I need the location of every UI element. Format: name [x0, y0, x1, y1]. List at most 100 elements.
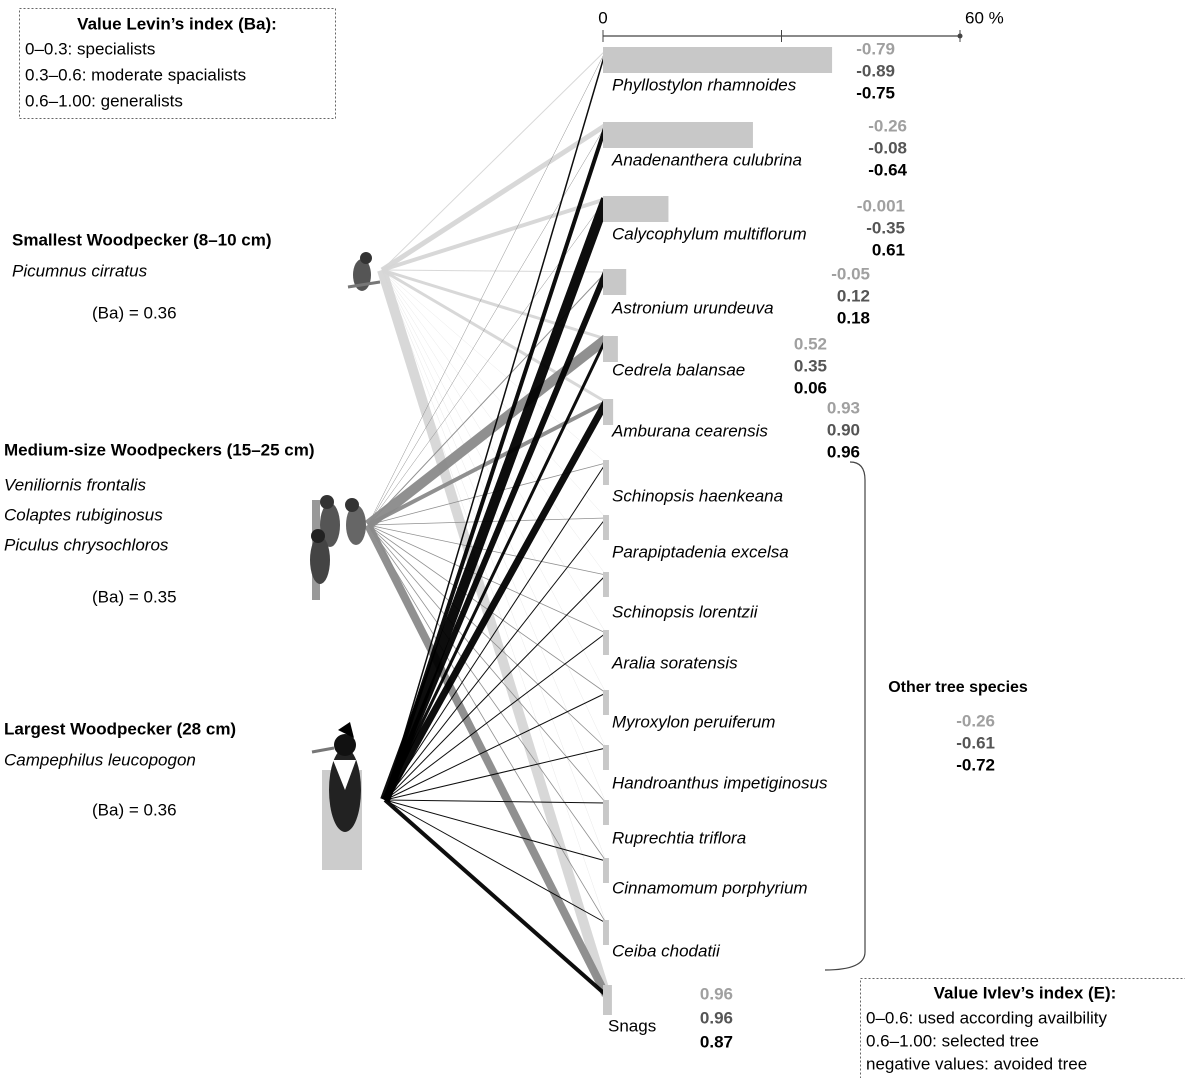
main: Value Levin’s index (Ba): 0–0.3: speciali… — [4, 8, 1116, 1073]
tree-name: Ruprechtia triflora — [612, 828, 746, 847]
link — [384, 799, 607, 804]
bar — [603, 460, 609, 485]
tree-name: Anadenanthera culubrina — [611, 150, 802, 169]
bar — [603, 515, 609, 540]
link — [367, 524, 607, 924]
tick-label: 0 — [598, 8, 607, 27]
link — [380, 197, 611, 802]
link — [381, 49, 607, 271]
link — [383, 798, 608, 997]
ivlev-value: -0.61 — [956, 733, 995, 752]
link — [364, 523, 610, 997]
bar — [603, 399, 614, 425]
ivlev-value: -0.001 — [857, 196, 905, 215]
ivlev-value: -0.26 — [868, 116, 907, 135]
tree-name: Snags — [608, 1016, 656, 1035]
tree-name: Aralia soratensis — [611, 653, 738, 672]
link — [383, 338, 608, 801]
ivlev-value: 0.87 — [700, 1032, 733, 1051]
link — [384, 799, 607, 862]
legend-line: negative values: avoided tree — [866, 1054, 1087, 1073]
ivlev-value: -0.72 — [956, 755, 995, 774]
ivlev-value: 0.93 — [827, 398, 860, 417]
link — [384, 517, 607, 801]
link — [381, 269, 607, 862]
link — [381, 269, 607, 519]
tree-name: Cinnamomum porphyrium — [612, 878, 808, 897]
link — [384, 799, 607, 924]
tick-label: 60 % — [965, 8, 1004, 27]
tree-name: Cedrela balansae — [612, 360, 745, 379]
bar — [603, 745, 609, 770]
link — [384, 632, 607, 801]
legend-line: 0.6–1.00: generalists — [25, 91, 183, 110]
ivlev-value: -0.26 — [956, 711, 995, 730]
ivlev-value: 0.96 — [700, 1008, 733, 1027]
bar — [603, 122, 753, 148]
woodpecker-heading: Smallest Woodpecker (8–10 cm) — [12, 230, 272, 249]
species-name: Veniliornis frontalis — [4, 475, 147, 494]
link — [364, 335, 610, 529]
ivlev-value: -0.35 — [866, 218, 905, 237]
legend-line: 0–0.6: used according availbility — [866, 1008, 1107, 1027]
link — [367, 524, 607, 694]
tree-name: Myroxylon peruiferum — [612, 712, 775, 731]
tree-name: Ceiba chodatii — [612, 941, 721, 960]
ivlev-value: 0.35 — [794, 356, 827, 375]
ivlev-value: 0.90 — [827, 420, 860, 439]
ivlev-legend-box — [860, 978, 1185, 1078]
link — [381, 269, 607, 694]
bird-small — [347, 252, 381, 291]
link — [377, 268, 611, 997]
tree-name: Phyllostylon rhamnoides — [612, 75, 797, 94]
bar — [603, 800, 609, 825]
ivlev-value: -0.79 — [856, 39, 895, 58]
link — [384, 462, 607, 801]
bar — [603, 47, 833, 73]
species-name: Campephilus leucopogon — [4, 750, 196, 769]
tree-name: Calycophylum multiflorum — [612, 224, 807, 243]
bird-large — [311, 722, 362, 870]
legend-line: 0.6–1.00: selected tree — [866, 1031, 1039, 1050]
legend-line: 0–0.3: specialists — [25, 39, 155, 58]
link — [381, 400, 610, 802]
species-name: Colaptes rubiginosus — [4, 505, 163, 524]
link — [381, 268, 607, 404]
link — [384, 574, 607, 801]
tree-name: Parapiptadenia excelsa — [612, 542, 789, 561]
link — [367, 524, 607, 862]
link — [367, 124, 607, 526]
link — [384, 49, 607, 801]
bar — [603, 269, 627, 295]
tree-name: Handroanthus impetiginosus — [612, 773, 828, 792]
link — [367, 524, 607, 749]
link — [381, 197, 607, 272]
group-label: Other tree species — [888, 679, 1028, 696]
bar — [603, 985, 612, 1015]
ivlev-value: -0.05 — [831, 264, 870, 283]
bar — [603, 196, 669, 222]
species-name: Piculus chrysochloros — [4, 535, 169, 554]
woodpecker-heading: Medium-size Woodpeckers (15–25 cm) — [4, 440, 315, 459]
ivlev-value: 0.52 — [794, 334, 827, 353]
ivlev-value: 0.12 — [837, 286, 870, 305]
link — [380, 122, 608, 273]
link — [367, 524, 607, 804]
woodpecker-heading: Largest Woodpecker (28 cm) — [4, 719, 236, 738]
ba-value: (Ba) = 0.35 — [92, 587, 177, 606]
ivlev-value: -0.64 — [868, 160, 907, 179]
link — [381, 268, 607, 341]
link — [381, 269, 607, 634]
legend-line: 0.3–0.6: moderate spacialists — [25, 65, 246, 84]
bar — [603, 572, 609, 597]
tree-name: Schinopsis haenkeana — [612, 486, 783, 505]
link — [381, 269, 607, 273]
ivlev-value: -0.08 — [868, 138, 907, 157]
ivlev-value: -0.75 — [856, 83, 895, 102]
legend-title: Value Ivlev’s index (E): — [934, 983, 1117, 1002]
bar — [603, 920, 609, 945]
ivlev-value: 0.96 — [827, 442, 860, 461]
ivlev-value: 0.61 — [872, 240, 905, 259]
